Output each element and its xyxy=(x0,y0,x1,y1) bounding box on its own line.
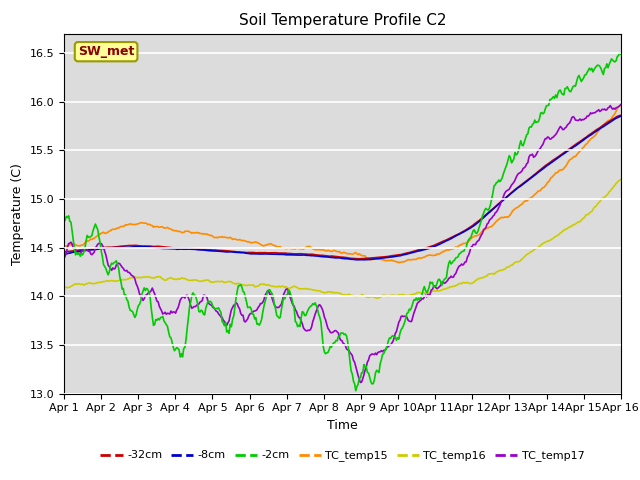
TC_temp15 xyxy=(60,244,68,250)
-2cm xyxy=(60,219,68,225)
X-axis label: Time: Time xyxy=(327,419,358,432)
TC_temp17 xyxy=(567,118,575,123)
TC_temp17 xyxy=(373,352,381,358)
Line: TC_temp17: TC_temp17 xyxy=(64,105,621,383)
-2cm xyxy=(373,367,381,373)
TC_temp16 xyxy=(567,224,575,229)
Y-axis label: Temperature (C): Temperature (C) xyxy=(11,163,24,264)
-32cm xyxy=(355,256,362,262)
TC_temp16 xyxy=(295,286,303,292)
TC_temp17 xyxy=(60,255,68,261)
-32cm xyxy=(617,112,625,118)
-32cm xyxy=(60,249,68,255)
TC_temp17 xyxy=(617,102,625,108)
-8cm xyxy=(234,250,241,255)
TC_temp15 xyxy=(399,259,407,264)
TC_temp16 xyxy=(234,280,241,286)
-2cm xyxy=(234,288,241,294)
-8cm xyxy=(373,256,381,262)
-8cm xyxy=(353,257,361,263)
TC_temp17 xyxy=(234,301,241,307)
TC_temp15 xyxy=(567,156,575,162)
Text: SW_met: SW_met xyxy=(78,45,134,58)
Line: TC_temp15: TC_temp15 xyxy=(64,105,621,263)
-8cm xyxy=(295,252,303,258)
TC_temp17 xyxy=(356,380,364,385)
-32cm xyxy=(373,254,381,260)
TC_temp17 xyxy=(399,314,407,320)
-2cm xyxy=(352,388,360,394)
Legend: -32cm, -8cm, -2cm, TC_temp15, TC_temp16, TC_temp17: -32cm, -8cm, -2cm, TC_temp15, TC_temp16,… xyxy=(96,446,589,466)
TC_temp15 xyxy=(470,233,478,239)
TC_temp16 xyxy=(399,292,407,298)
-2cm xyxy=(616,50,623,56)
Title: Soil Temperature Profile C2: Soil Temperature Profile C2 xyxy=(239,13,446,28)
-2cm xyxy=(399,323,407,328)
-32cm xyxy=(567,145,575,151)
TC_temp16 xyxy=(60,285,68,290)
-8cm xyxy=(399,252,407,258)
-2cm xyxy=(295,323,303,328)
Line: -32cm: -32cm xyxy=(64,115,621,259)
-32cm xyxy=(399,251,407,257)
-2cm xyxy=(617,51,625,57)
-8cm xyxy=(470,223,478,228)
TC_temp16 xyxy=(617,177,625,182)
TC_temp15 xyxy=(295,246,303,252)
-8cm xyxy=(567,146,575,152)
TC_temp16 xyxy=(470,279,478,285)
TC_temp16 xyxy=(374,295,381,301)
-8cm xyxy=(60,252,68,257)
TC_temp17 xyxy=(470,241,478,247)
-32cm xyxy=(295,251,303,257)
-32cm xyxy=(470,221,478,227)
Line: TC_temp16: TC_temp16 xyxy=(64,180,621,298)
Line: -8cm: -8cm xyxy=(64,116,621,260)
-2cm xyxy=(567,89,575,95)
TC_temp15 xyxy=(234,237,241,243)
TC_temp17 xyxy=(295,314,303,320)
TC_temp15 xyxy=(617,102,625,108)
TC_temp15 xyxy=(395,260,403,266)
-2cm xyxy=(470,227,478,233)
-32cm xyxy=(234,249,241,255)
TC_temp15 xyxy=(372,255,380,261)
-8cm xyxy=(617,113,625,119)
TC_temp16 xyxy=(372,295,380,300)
Line: -2cm: -2cm xyxy=(64,53,621,391)
